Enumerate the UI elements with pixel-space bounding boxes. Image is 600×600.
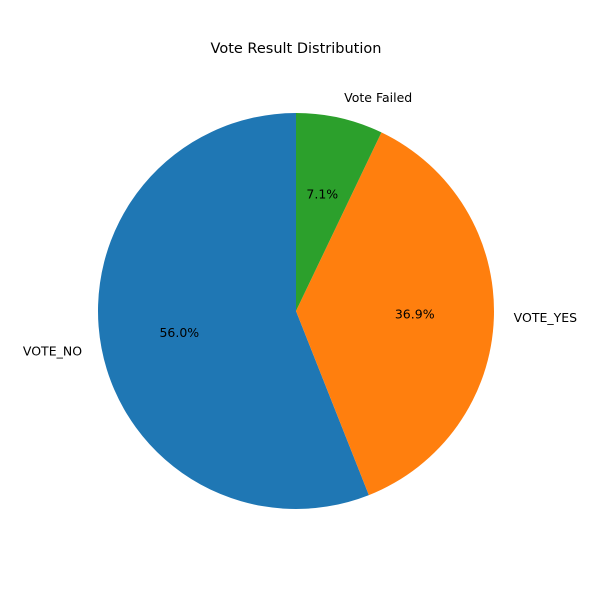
pie-labels: VOTE_NO 56.0% VOTE_YES 36.9% Vote Failed 7.1% <box>23 90 577 358</box>
slice-percent-vote-yes: 36.9% <box>395 307 435 322</box>
slice-label-vote-yes: VOTE_YES <box>514 310 577 325</box>
slice-percent-vote-failed: 7.1% <box>306 187 338 202</box>
pie-slices <box>98 113 494 509</box>
pie-slice-vote-yes <box>296 132 494 496</box>
chart-title: Vote Result Distribution <box>211 41 382 57</box>
pie-slice-vote-failed <box>296 113 382 311</box>
pie-slice-vote-no <box>98 113 369 509</box>
slice-percent-vote-no: 56.0% <box>159 325 199 340</box>
slice-label-vote-failed: Vote Failed <box>344 90 412 105</box>
slice-label-vote-no: VOTE_NO <box>23 343 82 358</box>
